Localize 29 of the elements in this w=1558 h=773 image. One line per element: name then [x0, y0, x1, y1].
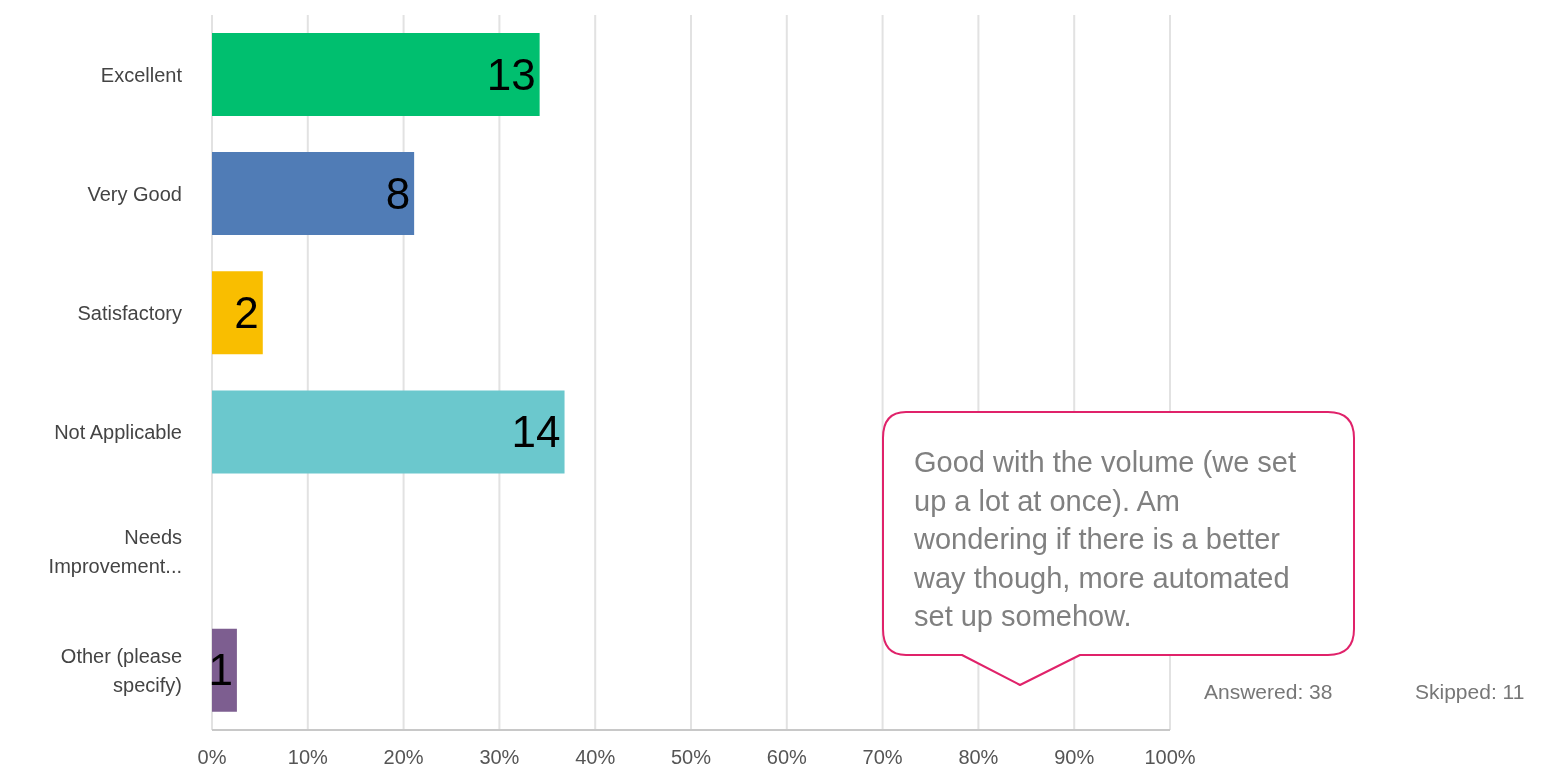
x-tick-label: 50% [670, 746, 712, 769]
annotation: 8 [385, 168, 411, 218]
x-tick-label: 0% [197, 746, 227, 769]
x-tick-label: 80% [958, 746, 999, 769]
annotation: 13 [486, 49, 536, 99]
text: Answered: 38 [1204, 680, 1333, 704]
bar [212, 152, 415, 236]
y-tick-label: Very Good [87, 182, 182, 205]
annotation: 14 [511, 407, 561, 457]
x-tick-label: 70% [862, 746, 903, 769]
y-tick-label: Not Applicable [54, 421, 182, 444]
x-tick-label: 100% [1144, 746, 1196, 769]
x-tick-label: 10% [287, 746, 329, 769]
annotation: Good with the volume (we set up a lot at once). Am wondering if there is a better way though, more automated set up somehow. [914, 445, 1297, 634]
x-tick-label: 90% [1054, 746, 1095, 769]
annotation: 2 [234, 287, 259, 337]
x-tick-label: 60% [766, 746, 808, 769]
annotation: 1 [208, 645, 233, 695]
text: Skipped: 11 [1415, 680, 1525, 704]
bar [212, 271, 263, 355]
y-tick-label: Other (please specify) [60, 644, 182, 696]
x-tick-label: 30% [479, 746, 520, 769]
y-tick-label: Excellent [100, 63, 183, 86]
bar [212, 390, 565, 474]
bar [212, 32, 540, 116]
y-tick-label: Needs Improvement... [48, 525, 182, 577]
x-tick-label: 20% [383, 746, 424, 769]
x-tick-label: 40% [575, 746, 616, 769]
y-tick-label: Satisfactory [77, 301, 182, 324]
